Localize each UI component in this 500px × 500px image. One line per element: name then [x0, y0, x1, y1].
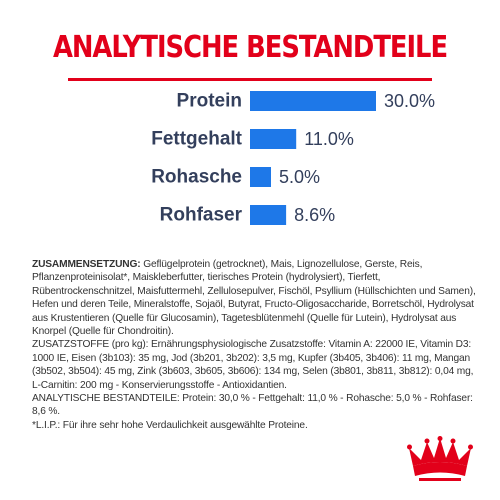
- bar: [250, 129, 297, 149]
- value-label: 30.0%: [384, 91, 435, 111]
- bar: [250, 167, 271, 187]
- page-title: ANALYTISCHE BESTANDTEILE: [52, 30, 448, 65]
- title-underline: [68, 78, 432, 81]
- analysis-paragraph: ANALYTISCHE BESTANDTEILE: Protein: 30,0 …: [32, 393, 473, 418]
- crown-logo-icon: [407, 436, 473, 481]
- composition-heading: ZUSAMMENSETZUNG:: [32, 259, 141, 270]
- value-label: 11.0%: [304, 129, 354, 149]
- composition-paragraph: ZUSAMMENSETZUNG: Geflügelprotein (getroc…: [32, 258, 476, 338]
- value-label: 5.0%: [279, 167, 320, 187]
- bar: [250, 91, 376, 111]
- composition-text: ZUSAMMENSETZUNG: Geflügelprotein (getroc…: [32, 258, 476, 432]
- composition-body: Geflügelprotein (getrocknet), Mais, Lign…: [32, 259, 476, 338]
- category-label: Rohfaser: [160, 205, 243, 226]
- additives-paragraph: ZUSATZSTOFFE (pro kg): Ernährungsphysiol…: [32, 339, 474, 391]
- category-label: Rohasche: [151, 167, 242, 188]
- bar: [250, 205, 287, 225]
- category-label: Protein: [177, 91, 242, 112]
- category-label: Fettgehalt: [151, 129, 242, 150]
- footnote-paragraph: *L.I.P.: Für ihre sehr hohe Verdaulichke…: [32, 419, 308, 431]
- value-label: 8.6%: [294, 205, 335, 225]
- bar-chart: Protein 30.0% Fettgehalt 11.0% Rohasche 5.0% R…: [151, 91, 435, 226]
